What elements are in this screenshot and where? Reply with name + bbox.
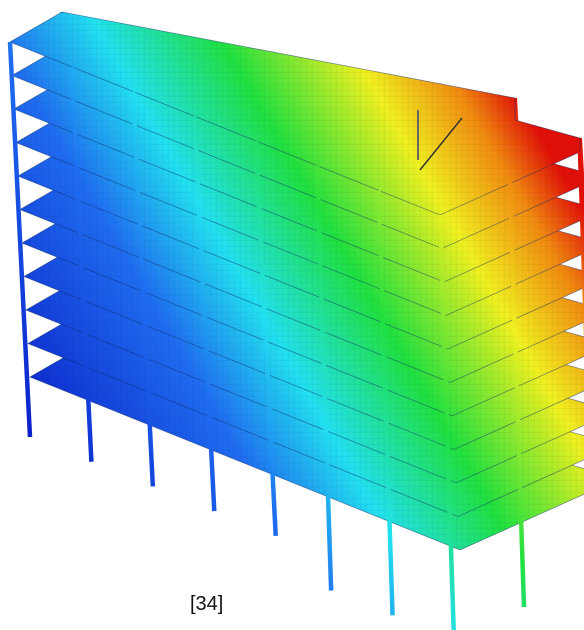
column: [580, 152, 584, 577]
structure: [10, 12, 584, 630]
caption: [34]: [190, 593, 223, 615]
page: [34] (() => { const data = JSON.parse(do…: [0, 0, 584, 630]
building-figure: [34]: [0, 0, 584, 630]
